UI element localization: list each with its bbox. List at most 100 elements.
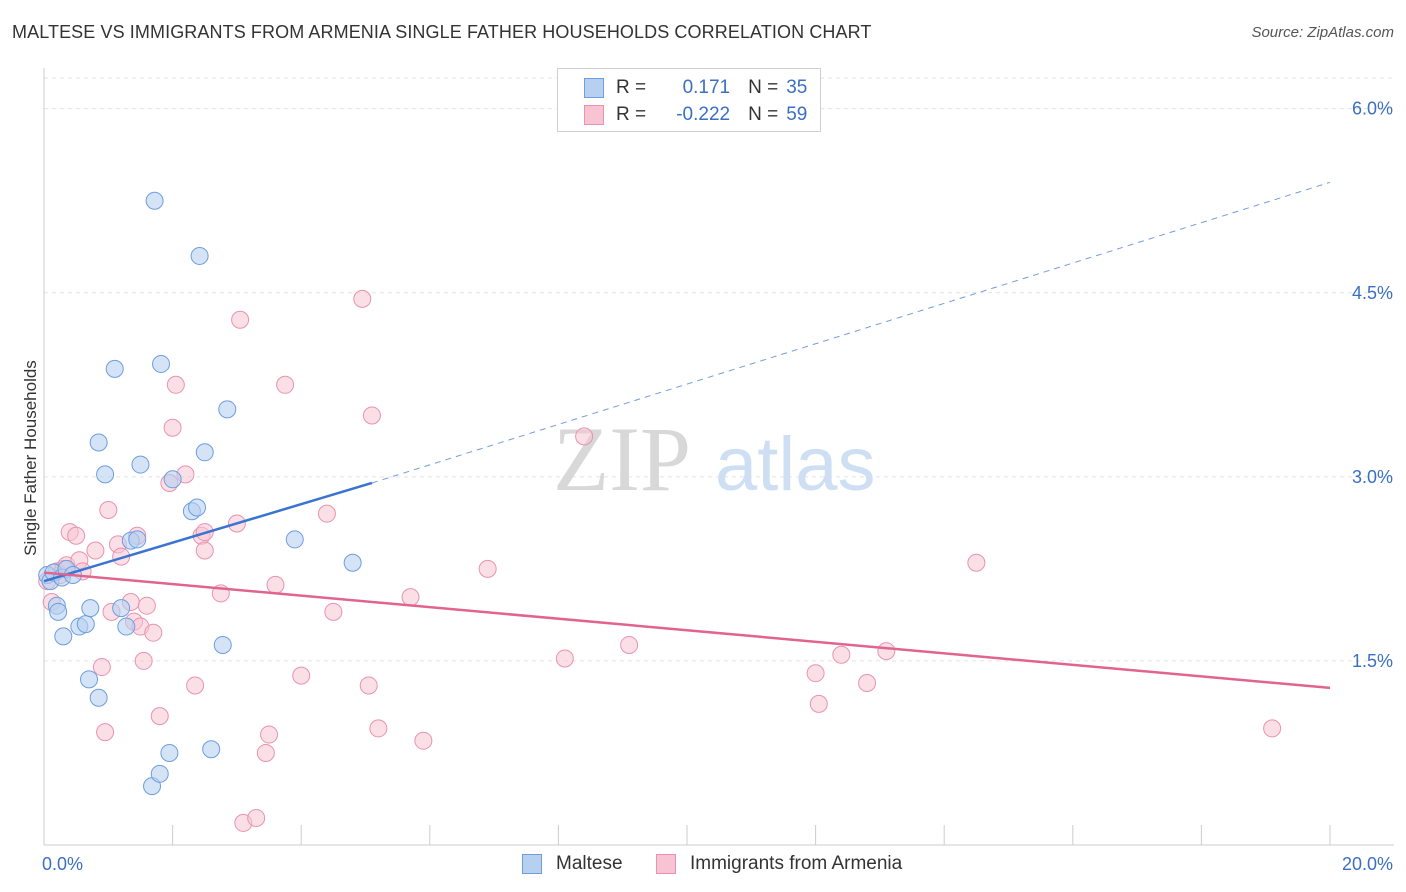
trend-line-maltese: [43, 481, 373, 583]
data-point-armenia: [806, 664, 825, 683]
data-point-maltese: [152, 354, 171, 373]
data-point-armenia: [967, 553, 986, 572]
data-point-maltese: [89, 433, 108, 452]
data-point-maltese: [128, 530, 147, 549]
x-tick-label: 0.0%: [42, 854, 83, 874]
correlation-legend: R = 0.171 N = 35 R = -0.222 N = 59: [557, 68, 821, 132]
legend-row-armenia: R = -0.222 N = 59: [584, 104, 807, 126]
data-point-armenia: [134, 651, 153, 670]
data-point-armenia: [260, 725, 279, 744]
data-point-maltese: [202, 740, 221, 759]
data-point-maltese: [89, 688, 108, 707]
trend-lines: [43, 181, 1331, 690]
watermark-atlas: atlas: [715, 422, 876, 507]
grid-lines: [44, 77, 1394, 662]
y-tick-label: 3.0%: [1352, 467, 1393, 487]
data-point-armenia: [67, 526, 86, 545]
data-point-armenia: [92, 658, 111, 677]
data-point-maltese: [150, 764, 169, 783]
data-point-maltese: [96, 465, 115, 484]
data-point-armenia: [362, 406, 381, 425]
legend-row-maltese: R = 0.171 N = 35: [584, 77, 807, 99]
data-point-armenia: [276, 375, 295, 394]
data-point-maltese: [117, 617, 136, 636]
data-point-armenia: [575, 427, 594, 446]
legend-item-armenia: Immigrants from Armenia: [656, 853, 902, 875]
legend-swatch-maltese: [522, 854, 542, 874]
series-legend: Maltese Immigrants from Armenia: [0, 853, 1406, 877]
legend-item-maltese: Maltese: [522, 853, 623, 875]
data-point-armenia: [369, 719, 388, 738]
data-point-armenia: [266, 575, 285, 594]
data-point-armenia: [359, 676, 378, 695]
legend-r-value: 0.171: [682, 77, 731, 98]
y-axis-label: Single Father Households: [21, 360, 40, 556]
data-point-armenia: [231, 310, 250, 329]
data-point-armenia: [195, 541, 214, 560]
data-point-armenia: [478, 559, 497, 578]
axes: [43, 68, 1394, 846]
data-point-armenia: [99, 500, 118, 519]
data-point-armenia: [137, 596, 156, 615]
y-tick-label: 6.0%: [1352, 99, 1393, 119]
data-point-armenia: [324, 602, 343, 621]
trend-line-armenia: [43, 571, 1331, 690]
data-point-armenia: [150, 707, 169, 726]
source-label: Source: ZipAtlas.com: [1251, 24, 1394, 41]
legend-label-maltese: Maltese: [556, 853, 623, 874]
series-armenia-points: [38, 289, 1282, 832]
data-point-maltese: [218, 400, 237, 419]
data-point-maltese: [190, 246, 209, 265]
legend-swatch-armenia: [656, 854, 676, 874]
data-point-maltese: [49, 602, 68, 621]
data-point-armenia: [555, 649, 574, 668]
data-point-maltese: [131, 455, 150, 474]
legend-r-label: R =: [616, 104, 647, 125]
data-point-armenia: [832, 645, 851, 664]
data-point-maltese: [76, 615, 95, 634]
legend-n-value: 59: [786, 104, 808, 125]
legend-n-label: N =: [748, 104, 779, 125]
data-point-maltese: [54, 627, 73, 646]
legend-r-value: -0.222: [676, 104, 731, 125]
data-point-armenia: [247, 809, 266, 828]
data-point-armenia: [877, 642, 896, 661]
data-point-armenia: [620, 635, 639, 654]
series-maltese-points: [38, 191, 362, 796]
data-point-maltese: [81, 599, 100, 618]
data-point-maltese: [163, 470, 182, 489]
watermark-zip: ZIP: [553, 408, 691, 510]
data-point-armenia: [292, 666, 311, 685]
data-point-armenia: [858, 674, 877, 693]
data-point-armenia: [96, 723, 115, 742]
data-point-maltese: [343, 553, 362, 572]
data-point-armenia: [163, 418, 182, 437]
data-point-maltese: [160, 743, 179, 762]
data-point-maltese: [195, 443, 214, 462]
y-tick-label: 4.5%: [1352, 283, 1393, 303]
data-point-armenia: [256, 743, 275, 762]
data-point-armenia: [1263, 719, 1282, 738]
data-point-maltese: [213, 635, 232, 654]
legend-swatch-armenia: [584, 105, 604, 125]
data-point-maltese: [80, 670, 99, 689]
data-point-armenia: [86, 541, 105, 560]
data-point-armenia: [186, 676, 205, 695]
legend-n-value: 35: [786, 77, 808, 98]
data-point-armenia: [353, 289, 372, 308]
trend-line-maltese-extension: [371, 181, 1331, 484]
data-point-maltese: [285, 530, 304, 549]
legend-label-armenia: Immigrants from Armenia: [690, 853, 903, 874]
data-point-armenia: [414, 731, 433, 750]
legend-swatch-maltese: [584, 78, 604, 98]
data-point-armenia: [401, 588, 420, 607]
chart-title: MALTESE VS IMMIGRANTS FROM ARMENIA SINGL…: [12, 22, 872, 42]
tick-labels: 1.5% 3.0% 4.5% 6.0% 0.0% 20.0%: [42, 99, 1393, 874]
data-point-maltese: [112, 599, 131, 618]
data-point-armenia: [166, 375, 185, 394]
data-point-armenia: [809, 694, 828, 713]
data-point-armenia: [317, 504, 336, 523]
y-tick-label: 1.5%: [1352, 651, 1393, 671]
x-tick-label: 20.0%: [1342, 854, 1393, 874]
